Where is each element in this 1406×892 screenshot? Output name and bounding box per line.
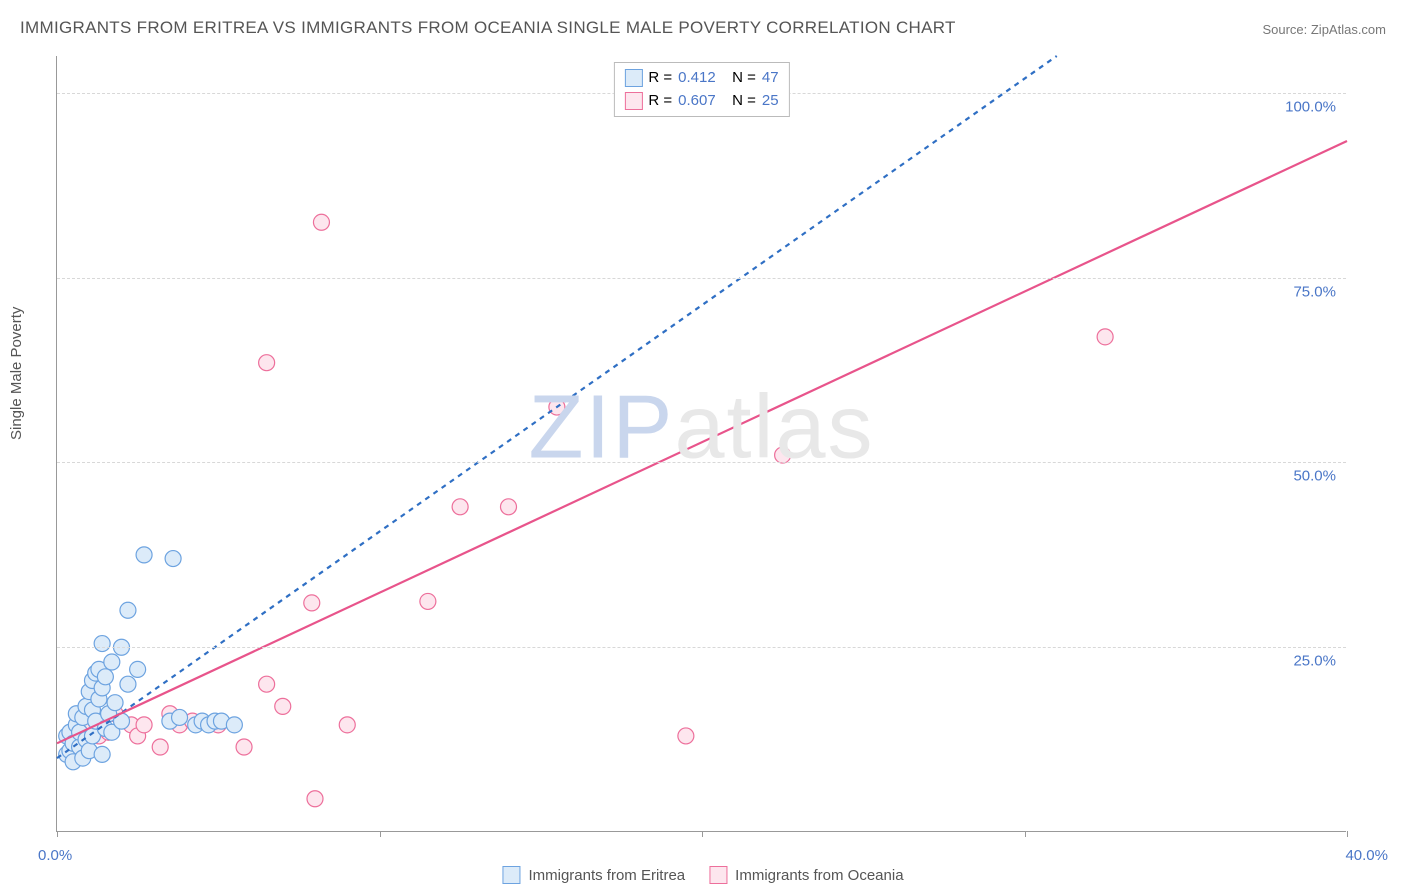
- x-tick: [1025, 831, 1026, 837]
- r-label: R =: [648, 67, 672, 90]
- n-value-eritrea: 47: [762, 67, 779, 90]
- data-point: [236, 739, 252, 755]
- n-label: N =: [732, 90, 756, 113]
- data-point: [136, 717, 152, 733]
- correlation-legend: R = 0.412 N = 47 R = 0.607 N = 25: [613, 62, 789, 117]
- swatch-oceania: [624, 92, 642, 110]
- data-point: [501, 499, 517, 515]
- data-point: [165, 551, 181, 567]
- data-point: [130, 661, 146, 677]
- data-point: [275, 698, 291, 714]
- r-value-eritrea: 0.412: [678, 67, 726, 90]
- swatch-eritrea: [624, 69, 642, 87]
- x-tick: [702, 831, 703, 837]
- x-tick: [380, 831, 381, 837]
- data-point: [104, 654, 120, 670]
- data-point: [307, 791, 323, 807]
- data-point: [226, 717, 242, 733]
- regression-line: [57, 56, 1057, 758]
- data-point: [107, 695, 123, 711]
- y-tick-label: 100.0%: [1285, 98, 1336, 115]
- legend-label-eritrea: Immigrants from Eritrea: [528, 867, 685, 884]
- data-point: [339, 717, 355, 733]
- regression-line: [57, 141, 1347, 743]
- legend-label-oceania: Immigrants from Oceania: [735, 867, 903, 884]
- data-point: [172, 709, 188, 725]
- data-point: [1097, 329, 1113, 345]
- gridline: [57, 278, 1346, 279]
- data-point: [678, 728, 694, 744]
- swatch-oceania-bottom: [709, 866, 727, 884]
- y-tick-label: 25.0%: [1293, 653, 1336, 670]
- data-point: [120, 676, 136, 692]
- data-point: [452, 499, 468, 515]
- y-tick-label: 50.0%: [1293, 468, 1336, 485]
- data-point: [152, 739, 168, 755]
- data-point: [97, 669, 113, 685]
- legend-item-eritrea: Immigrants from Eritrea: [502, 866, 685, 884]
- legend-row-eritrea: R = 0.412 N = 47: [624, 67, 778, 90]
- data-point: [259, 355, 275, 371]
- r-value-oceania: 0.607: [678, 90, 726, 113]
- legend-item-oceania: Immigrants from Oceania: [709, 866, 903, 884]
- x-tick: [57, 831, 58, 837]
- swatch-eritrea-bottom: [502, 866, 520, 884]
- source-attribution: Source: ZipAtlas.com: [1262, 22, 1386, 37]
- data-point: [304, 595, 320, 611]
- data-point: [94, 636, 110, 652]
- chart-plot-area: ZIPatlas R = 0.412 N = 47 R = 0.607 N = …: [56, 56, 1346, 832]
- y-axis-label: Single Male Poverty: [8, 307, 25, 440]
- data-point: [313, 214, 329, 230]
- data-point: [420, 593, 436, 609]
- source-name: ZipAtlas.com: [1311, 22, 1386, 37]
- n-label: N =: [732, 67, 756, 90]
- gridline: [57, 462, 1346, 463]
- n-value-oceania: 25: [762, 90, 779, 113]
- data-point: [259, 676, 275, 692]
- x-axis-min-label: 0.0%: [38, 847, 72, 864]
- plot-svg: [57, 56, 1346, 831]
- x-axis-max-label: 40.0%: [1345, 847, 1388, 864]
- data-point: [775, 447, 791, 463]
- data-point: [136, 547, 152, 563]
- source-prefix: Source:: [1262, 22, 1310, 37]
- chart-title: IMMIGRANTS FROM ERITREA VS IMMIGRANTS FR…: [20, 18, 956, 38]
- y-tick-label: 75.0%: [1293, 283, 1336, 300]
- gridline: [57, 647, 1346, 648]
- data-point: [94, 746, 110, 762]
- series-legend: Immigrants from Eritrea Immigrants from …: [502, 866, 903, 884]
- x-tick: [1347, 831, 1348, 837]
- data-point: [120, 602, 136, 618]
- r-label: R =: [648, 90, 672, 113]
- legend-row-oceania: R = 0.607 N = 25: [624, 90, 778, 113]
